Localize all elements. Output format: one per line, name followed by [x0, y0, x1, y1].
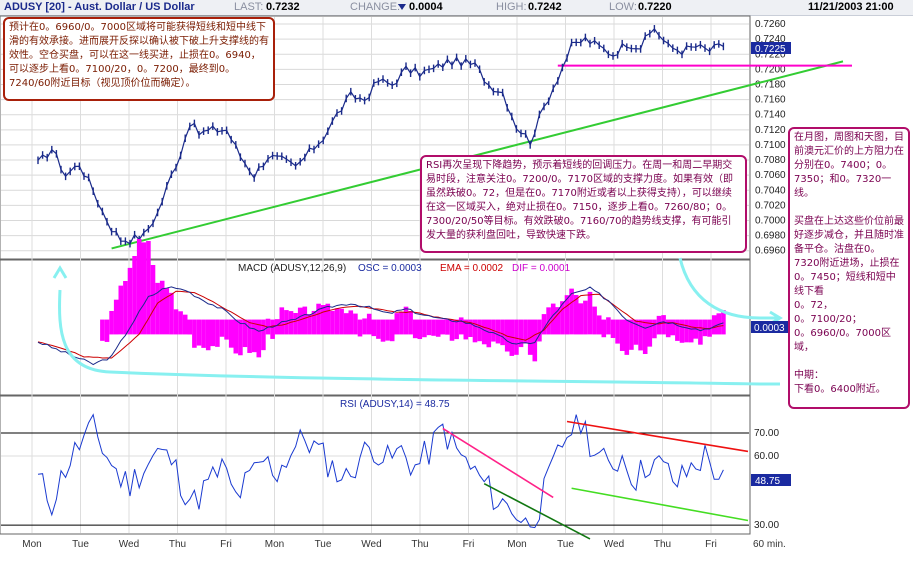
price-tick-label: 0.7060 [755, 170, 786, 181]
low-value: 0.7220 [638, 1, 672, 13]
price-tick-label: 0.6980 [755, 231, 786, 242]
macd-label: MACD (ADUSY,12,26,9) [238, 263, 346, 274]
day-label: Wed [119, 539, 139, 550]
price-tick-label: 0.7120 [755, 125, 786, 136]
support-trendline [111, 60, 844, 250]
rsi-panel-frame [0, 395, 751, 535]
top-left-annotation-text: 预计在0。6960/0。7000区域将可能获得短线和短中线下滑的有效承接。进而展… [9, 22, 269, 89]
rsi-lower-trend-line-2 [571, 487, 749, 522]
price-tick-label: 0.7100 [755, 140, 786, 151]
price-tick-label: 0.7200 [755, 64, 786, 75]
rsi-downtrend-line-2 [566, 420, 749, 453]
change-label: CHANGE: [350, 1, 401, 13]
chart-header: ADUSY [20] - Aust. Dollar / US Dollar LA… [0, 0, 913, 16]
rsi-series-line [37, 413, 724, 529]
last-label: LAST: [234, 1, 264, 13]
rsi-last-value: 48.75 [755, 476, 780, 487]
day-label: Thu [411, 539, 428, 550]
price-last-value: 0.7225 [755, 44, 786, 55]
right-annotation-p4: 0。7100/20； [794, 314, 862, 325]
symbol-title: ADUSY [20] - Aust. Dollar / US Dollar [4, 1, 195, 13]
macd-last-value: 0.0003 [754, 323, 785, 334]
rsi-last-box [751, 474, 791, 486]
time-unit-label: 60 min. [753, 539, 786, 550]
day-label: Fri [220, 539, 232, 550]
down-arrow-icon [398, 3, 406, 10]
macd-ema: EMA = 0.0002 [440, 263, 504, 274]
cyan-arrow-head-up [52, 265, 68, 279]
rsi-annotation-text: RSI再次呈现下降趋势，预示着短线的回调压力。在周一和周二早期交易时段，注意关注… [426, 160, 733, 241]
high-label: HIGH: [496, 1, 527, 13]
macd-dif: DIF = 0.0001 [512, 263, 571, 274]
price-tick-label: 0.7160 [755, 95, 786, 106]
rsi-label: RSI (ADUSY,14) = 48.75 [340, 399, 450, 410]
day-label: Thu [654, 539, 671, 550]
right-annotation-p6: 中期： [794, 370, 824, 381]
right-annotation-p2: 买盘在上达这些价位前最好逐步减仓，并且随时准备平仓。沽盘在0。7320附近进场，… [794, 216, 904, 297]
change-value: 0.0004 [409, 1, 443, 13]
low-label: LOW: [609, 1, 637, 13]
day-label: Fri [705, 539, 717, 550]
rsi-tick-label: 30.00 [754, 520, 779, 531]
cyan-arrow-long [58, 289, 780, 386]
rsi-annotation: RSI再次呈现下降趋势，预示着短线的回调压力。在周一和周二早期交易时段，注意关注… [420, 155, 747, 253]
top-left-annotation: 预计在0。6960/0。7000区域将可能获得短线和短中线下滑的有效承接。进而展… [3, 17, 275, 101]
day-label: Thu [169, 539, 186, 550]
day-label: Tue [315, 539, 332, 550]
day-label: Wed [604, 539, 624, 550]
right-annotation-p1: 在月图，周图和天图，目前澳元汇价的上方阻力在分别在0。7400；0。7350；和… [794, 132, 904, 199]
day-label: Mon [265, 539, 284, 550]
last-value: 0.7232 [266, 1, 300, 13]
price-tick-label: 0.7220 [755, 49, 786, 60]
price-tick-label: 0.7080 [755, 155, 786, 166]
day-label: Tue [72, 539, 89, 550]
day-label: Tue [557, 539, 574, 550]
change-indicator: 0.0004 [396, 0, 443, 15]
cyan-arrow-right [678, 257, 778, 320]
day-label: Fri [463, 539, 475, 550]
price-tick-label: 0.7180 [755, 79, 786, 90]
day-label: Mon [22, 539, 41, 550]
price-series-line [37, 27, 724, 245]
rsi-downtrend-line-1 [442, 427, 554, 499]
macd-osc: OSC = 0.0003 [358, 263, 422, 274]
price-tick-label: 0.6960 [755, 246, 786, 257]
price-tick-label: 0.7140 [755, 110, 786, 121]
right-annotation-p3: 0。72， [794, 300, 834, 311]
macd-line [37, 286, 724, 366]
date-time: 11/21/2003 21:00 [808, 1, 894, 13]
price-tick-label: 0.7020 [755, 200, 786, 211]
high-value: 0.7242 [528, 1, 562, 13]
price-tick-label: 0.7260 [755, 19, 786, 30]
macd-last-box [751, 321, 791, 333]
price-last-box [751, 42, 791, 54]
price-tick-label: 0.7240 [755, 34, 786, 45]
price-tick-label: 0.7040 [755, 185, 786, 196]
rsi-lower-trend-line-1 [483, 482, 591, 540]
right-annotation-p7: 下看0。6400附近。 [794, 384, 886, 395]
rsi-tick-label: 60.00 [754, 451, 779, 462]
rsi-tick-label: 70.00 [754, 428, 779, 439]
right-annotation: 在月图，周图和天图，目前澳元汇价的上方阻力在分别在0。7400；0。7350；和… [788, 127, 910, 409]
right-annotation-p5: 0。6960/0。7000区域， [794, 328, 891, 353]
day-label: Wed [361, 539, 381, 550]
day-label: Mon [507, 539, 526, 550]
price-tick-label: 0.7000 [755, 215, 786, 226]
